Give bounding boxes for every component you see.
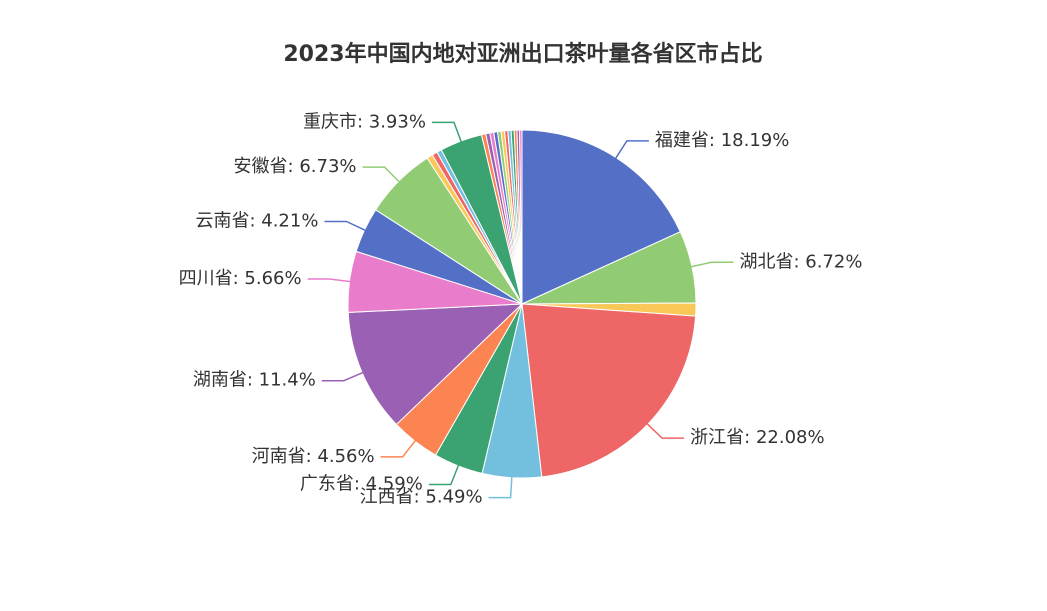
data-label: 重庆市: 3.93% xyxy=(303,111,426,132)
label-line xyxy=(321,371,365,382)
label-line xyxy=(431,121,463,144)
pie-slice xyxy=(521,303,697,478)
label-line xyxy=(488,475,513,499)
data-label: 四川省: 5.66% xyxy=(179,268,302,289)
data-label: 安徽省: 6.73% xyxy=(234,156,357,177)
label-line xyxy=(362,166,401,184)
data-label: 浙江省: 22.08% xyxy=(690,427,824,448)
data-label: 湖北省: 6.72% xyxy=(739,251,862,272)
label-line xyxy=(614,140,649,160)
data-label: 福建省: 18.19% xyxy=(655,130,789,151)
label-line xyxy=(324,220,367,232)
pie-slice xyxy=(519,129,523,305)
data-label: 云南省: 4.21% xyxy=(195,210,318,231)
label-line xyxy=(307,278,352,283)
chart-title: 2023年中国内地对亚洲出口茶叶量各省区市占比 xyxy=(283,41,762,67)
data-label: 江西省: 5.49% xyxy=(360,487,483,508)
data-label: 广东省: 4.59% xyxy=(300,473,423,494)
label-line xyxy=(380,439,417,458)
label-line xyxy=(689,261,734,268)
label-line xyxy=(645,422,685,439)
data-label: 湖南省: 11.4% xyxy=(193,370,316,391)
data-label: 河南省: 4.56% xyxy=(252,446,375,467)
label-line xyxy=(428,463,460,486)
